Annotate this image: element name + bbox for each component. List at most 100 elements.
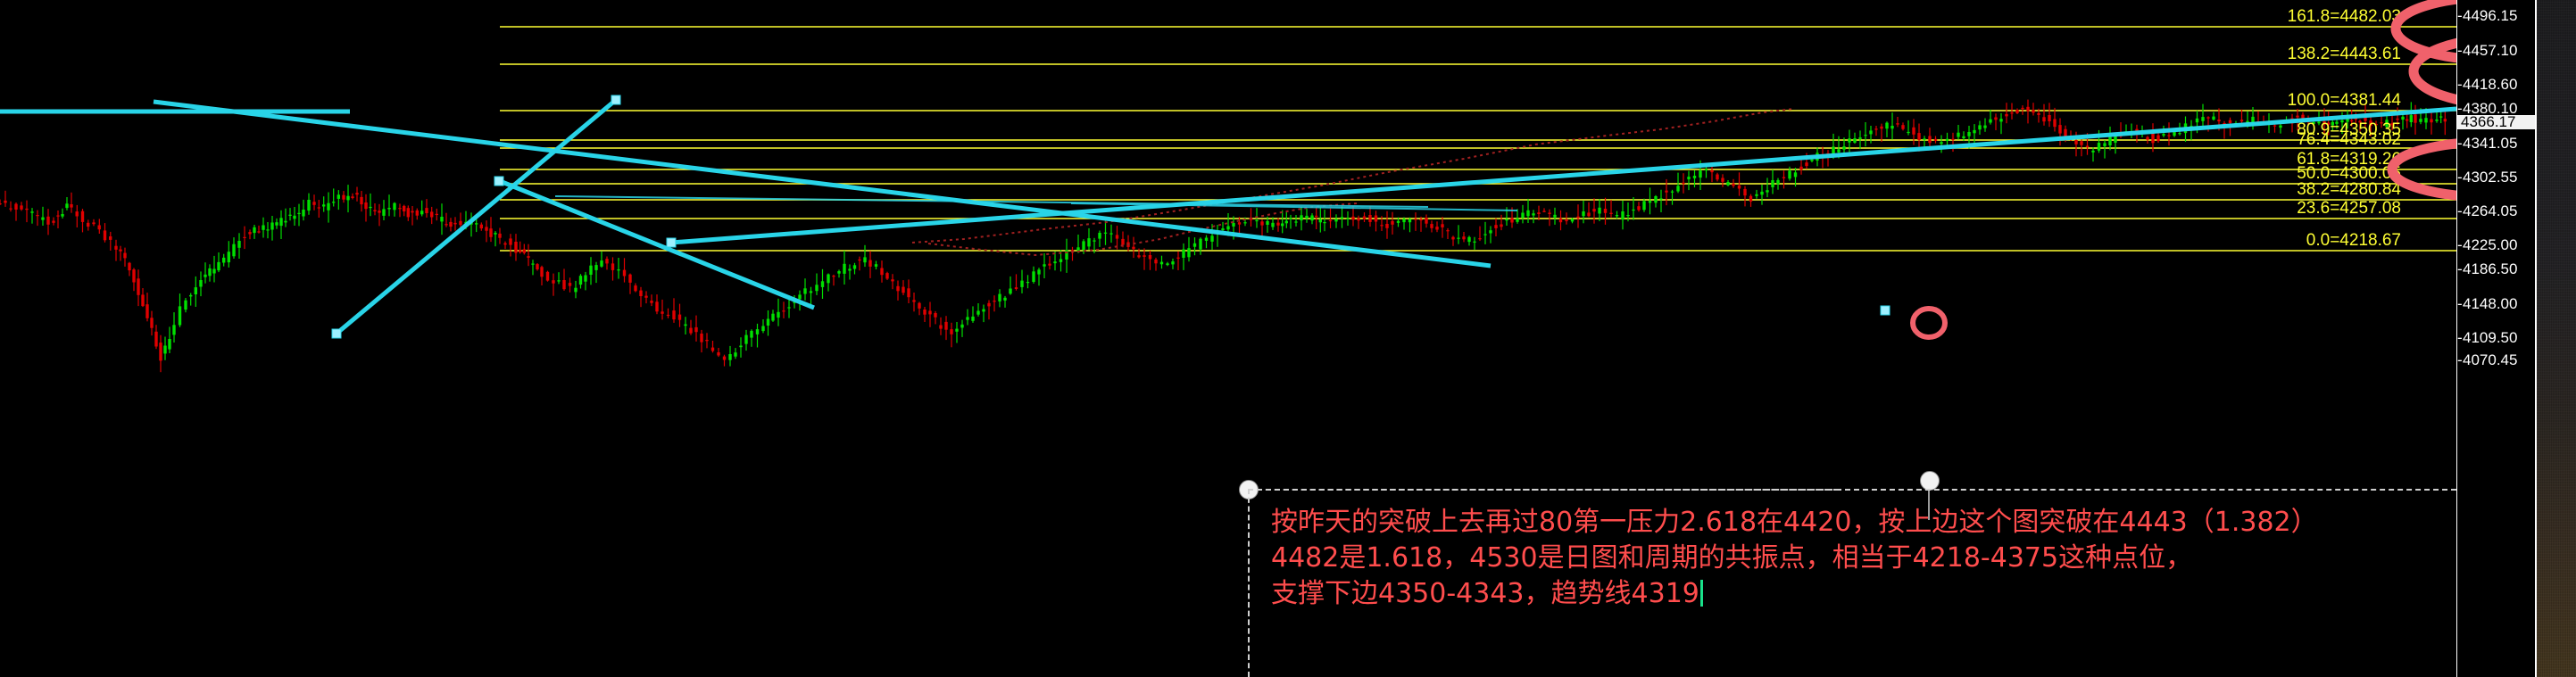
- candle-body: [852, 265, 857, 269]
- candle-body: [262, 225, 265, 230]
- candle-body: [194, 287, 197, 294]
- candle-body: [639, 290, 643, 296]
- chart-plot-area[interactable]: 161.8=4482.03 138.2=4443.61 100.0=4381.4…: [0, 0, 2456, 677]
- annotation-textbox[interactable]: 按昨天的突破上去再过80第一压力2.618在4420，按上边这个图突破在4443…: [1239, 480, 2318, 660]
- candle-body: [1917, 133, 1921, 140]
- tick-dash: -: [2457, 42, 2463, 59]
- candle-body: [739, 345, 743, 348]
- candle-body: [257, 231, 261, 233]
- candle-body: [666, 314, 670, 317]
- candle-body: [266, 229, 270, 231]
- candle-body: [65, 203, 69, 209]
- candle-body: [1380, 225, 1384, 227]
- candle-body: [145, 304, 149, 318]
- candle-body: [522, 249, 526, 253]
- candle-body: [1082, 241, 1085, 251]
- annotation-handle-right[interactable]: [1920, 471, 1940, 491]
- candle-body: [798, 294, 802, 300]
- candle-body: [1362, 216, 1367, 219]
- price-tick-label: 4457.10: [2463, 42, 2518, 59]
- candle-body: [2217, 120, 2221, 122]
- descending-continuation: [616, 100, 821, 281]
- candle-body: [322, 204, 326, 207]
- candle-body: [955, 328, 959, 332]
- candle-body: [1020, 280, 1024, 287]
- candle-body: [1621, 211, 1625, 220]
- candle-body: [2173, 131, 2176, 136]
- candle-body: [1334, 219, 1338, 222]
- candle-body: [2156, 135, 2160, 142]
- tick-dash: -: [2457, 329, 2463, 346]
- candle-body: [987, 302, 991, 307]
- tick-dash: -: [2457, 202, 2463, 219]
- price-scale[interactable]: -4496.15 -4457.10 -4418.60 -4380.10 4366.17-…: [2456, 0, 2536, 677]
- candle-body: [159, 343, 162, 361]
- candle-body: [1210, 235, 1214, 242]
- candle-body: [661, 311, 664, 314]
- candle-body: [1192, 243, 1197, 247]
- candle-body: [302, 210, 305, 217]
- candle-body: [2439, 116, 2443, 118]
- candle-body: [97, 225, 101, 230]
- annotation-text-lines: 按昨天的突破上去再过80第一压力2.618在4420，按上边这个图突破在4443…: [1271, 505, 2539, 612]
- price-tick-label: 4366.17: [2461, 113, 2516, 130]
- trendlines-cyan[interactable]: [0, 98, 2456, 335]
- candle-body: [1070, 250, 1075, 252]
- candle-body: [479, 224, 483, 229]
- candle-body: [1396, 220, 1400, 223]
- candle-body: [1430, 224, 1433, 228]
- candle-body: [1699, 170, 1702, 178]
- candle-body: [307, 200, 311, 211]
- trendline-anchors[interactable]: [331, 95, 1890, 339]
- candle-body: [1402, 219, 1406, 223]
- candle-body: [868, 260, 872, 267]
- right-side-rail[interactable]: [2535, 0, 2576, 677]
- price-tick-label: 4380.10: [2463, 100, 2518, 117]
- candle-body: [848, 268, 852, 271]
- candle-body: [2396, 118, 2399, 120]
- candle-body: [1558, 218, 1563, 223]
- candle-body: [1587, 212, 1591, 217]
- candle-body: [2042, 117, 2046, 122]
- candle-body: [998, 293, 1001, 301]
- candle-body: [36, 215, 39, 217]
- dotted-ma-trendline-lower[interactable]: [927, 202, 1358, 257]
- candle-body: [1632, 209, 1635, 211]
- candle-body: [545, 271, 550, 281]
- candle-body: [2385, 120, 2389, 128]
- candle-body: [327, 202, 330, 211]
- candle-body: [360, 196, 363, 205]
- candle-body: [1973, 129, 1976, 134]
- candle-body: [1609, 212, 1613, 214]
- candle-body: [293, 215, 296, 219]
- candle-body: [317, 207, 320, 209]
- candle-body: [2048, 115, 2051, 121]
- candle-body: [1310, 215, 1314, 221]
- price-tick: -4341.05: [2457, 136, 2536, 151]
- candle-body: [132, 269, 136, 283]
- candle-body: [2085, 145, 2090, 148]
- candle-body: [1940, 142, 1943, 144]
- candle-body: [1805, 162, 1808, 167]
- candle-body: [1385, 224, 1389, 228]
- range-top-flat: [554, 195, 1429, 208]
- candle-body: [960, 324, 964, 328]
- candle-body: [297, 212, 301, 214]
- candle-body: [837, 271, 841, 274]
- candle-body: [1048, 263, 1051, 266]
- candle-body: [382, 209, 386, 216]
- candle-body: [1374, 215, 1378, 222]
- candle-body: [1457, 237, 1460, 239]
- rail-texture: [2537, 0, 2576, 677]
- candle-body: [874, 264, 878, 267]
- candle-body: [1500, 224, 1503, 227]
- candle-body: [1003, 297, 1007, 301]
- candle-body: [1576, 216, 1580, 219]
- candle-body: [1737, 185, 1741, 189]
- candle-body: [891, 279, 894, 282]
- annotation-anchor-stem: [1928, 486, 1930, 520]
- candle-body: [2103, 143, 2107, 146]
- candle-body: [514, 242, 518, 253]
- candle-body: [605, 259, 609, 264]
